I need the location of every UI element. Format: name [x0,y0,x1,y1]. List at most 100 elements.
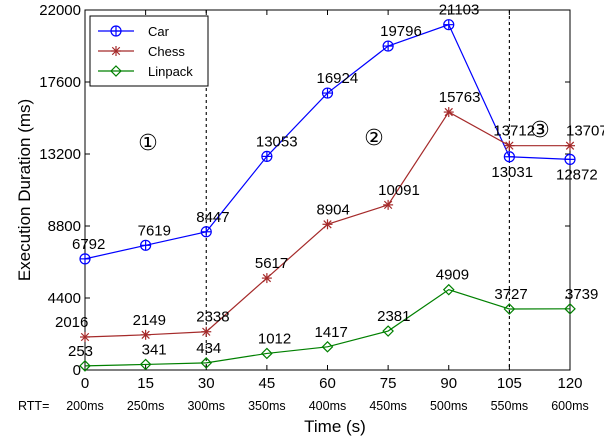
rtt-row: RTT= 200ms 250ms 300ms 350ms 400ms 450ms 500ms… [18,399,589,413]
legend-box [89,15,209,87]
data-label-linpack: 4909 [436,267,469,284]
marker-diamond [139,358,152,371]
data-point-car [382,40,394,52]
x-axis-ticks: 0 15 30 45 60 75 90 105 120 [81,10,583,392]
rtt-label: 500ms [430,399,468,413]
rtt-label: 350ms [248,399,286,413]
data-label-car: 6792 [72,236,105,253]
marker-diamond [261,347,273,360]
marker-d2 [323,220,332,229]
data-point-linpack [442,283,455,296]
x-axis-label: Time (s) [304,417,366,436]
marker-diamond [79,360,91,372]
x-tick-label: 30 [198,375,215,392]
phase-label-1: ① [138,130,158,155]
data-point-linpack [564,302,576,315]
y-axis-ticks: 0 4400 8800 13200 17600 22000 [39,2,570,379]
legend-marker-chess [111,46,121,56]
legend-label-linpack: Linpack [148,64,193,79]
data-point-linpack [382,325,394,337]
data-label-linpack: 3727 [494,286,527,303]
data-label-chess: 2149 [133,312,166,329]
phase-labels: ① ② ③ [138,117,550,155]
rtt-label: 550ms [491,399,529,413]
legend-label-chess: Chess [148,44,185,59]
x-tick-label: 90 [440,375,457,392]
series-line-linpack [84,289,571,367]
y-tick-label: 4400 [48,290,81,307]
marker-diamond [110,65,122,77]
data-label-car: 21103 [439,2,480,19]
data-point-linpack [200,357,213,369]
legend-marker-linpack [110,65,122,77]
data-point-car [261,150,273,163]
data-point-car [140,239,152,251]
data-point-car [79,253,91,265]
data-labels: 6792 7619 8447 13053 16924 19796 21103 13031 128… [55,2,604,360]
y-axis-label: Execution Duration (ms) [15,99,34,281]
rtt-label: 200ms [66,399,104,413]
data-point-chess [261,273,272,284]
rtt-label: 300ms [187,399,225,413]
rtt-label: 600ms [551,399,589,413]
phase-label-3: ③ [530,117,550,142]
marker-d2 [141,330,150,340]
data-label-chess: 8904 [317,201,350,218]
data-label-chess: 5617 [255,255,288,272]
marker-d2 [111,46,121,56]
data-label-car: 7619 [138,222,171,239]
data-label-linpack: 341 [142,341,167,358]
data-point-car [564,153,576,165]
marker-d2 [383,200,393,210]
marker-diamond [200,357,213,369]
data-point-car [443,19,455,31]
data-label-linpack: 2381 [377,308,410,325]
x-tick-label: 105 [497,375,522,392]
data-label-car: 12872 [556,166,598,183]
x-tick-label: 75 [380,375,397,392]
x-tick-label: 120 [557,375,582,392]
data-point-car [503,151,515,163]
data-point-chess [383,199,394,210]
data-label-car: 13053 [256,133,298,150]
y-tick-label: 0 [73,362,81,379]
marker-d2 [202,327,211,336]
legend-marker-car [110,25,122,37]
legend-label-car: Car [148,24,170,39]
y-tick-label: 22000 [39,2,81,19]
data-label-car: 13031 [491,164,533,181]
x-tick-label: 15 [137,375,154,392]
data-point-chess [322,219,333,230]
y-tick-label: 13200 [39,146,81,163]
data-label-car: 19796 [380,23,422,40]
data-label-chess: 13707 [566,123,604,140]
data-point-chess [140,329,151,340]
data-point-linpack [79,360,91,372]
rtt-prefix: RTT= [18,399,49,413]
data-point-chess [443,107,454,118]
data-point-chess [80,332,90,343]
x-tick-label: 45 [259,375,276,392]
y-tick-label: 17600 [39,74,81,91]
marker-diamond [382,325,394,337]
marker-diamond [503,303,516,315]
marker-d2 [262,273,272,283]
data-label-linpack: 1012 [258,330,291,347]
rtt-label: 250ms [127,399,165,413]
data-label-chess: 2016 [55,314,88,331]
data-label-chess: 13712 [493,123,535,140]
data-point-linpack [503,303,516,315]
rtt-label: 400ms [309,399,347,413]
marker-d2 [565,141,575,150]
data-point-car [200,226,212,238]
data-point-linpack [321,340,334,353]
data-point-chess [565,140,575,151]
data-label-car: 16924 [317,70,359,87]
x-tick-label: 60 [319,375,336,392]
data-point-chess [201,326,212,337]
data-label-linpack: 1417 [315,324,348,341]
data-label-chess: 10091 [378,182,420,199]
data-label-chess: 2338 [196,309,229,326]
data-point-chess [504,140,515,151]
